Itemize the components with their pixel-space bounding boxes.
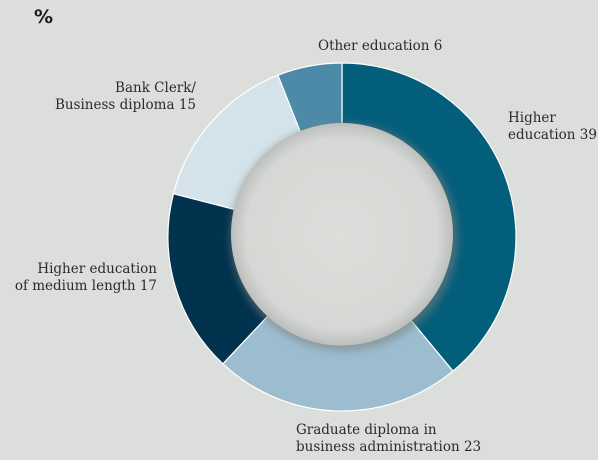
slice-label-line: Business diploma 15 — [55, 97, 196, 113]
unit-label: % — [34, 6, 54, 28]
donut-hole — [231, 123, 453, 345]
slice-label: Other education 6 — [318, 38, 442, 54]
slice-label-line: Other education 6 — [318, 38, 442, 54]
slice-label-line: education 39 — [508, 127, 597, 143]
slice-label: Higher education 39 — [508, 110, 597, 143]
slice-label: Bank Clerk/Business diploma 15 — [55, 80, 196, 113]
slice-label: Graduate diploma in business administrati… — [296, 422, 481, 455]
slice-label-line: Graduate diploma in — [296, 422, 437, 438]
slice-label-line: Higher — [508, 110, 556, 126]
slice-label: Higher education of medium length 17 — [15, 261, 157, 294]
slice-label-line: Bank Clerk/ — [115, 80, 196, 96]
slice-label-line: of medium length 17 — [15, 278, 157, 294]
slice-label-line: business administration 23 — [296, 439, 481, 455]
slice-label-line: Higher education — [37, 261, 157, 277]
